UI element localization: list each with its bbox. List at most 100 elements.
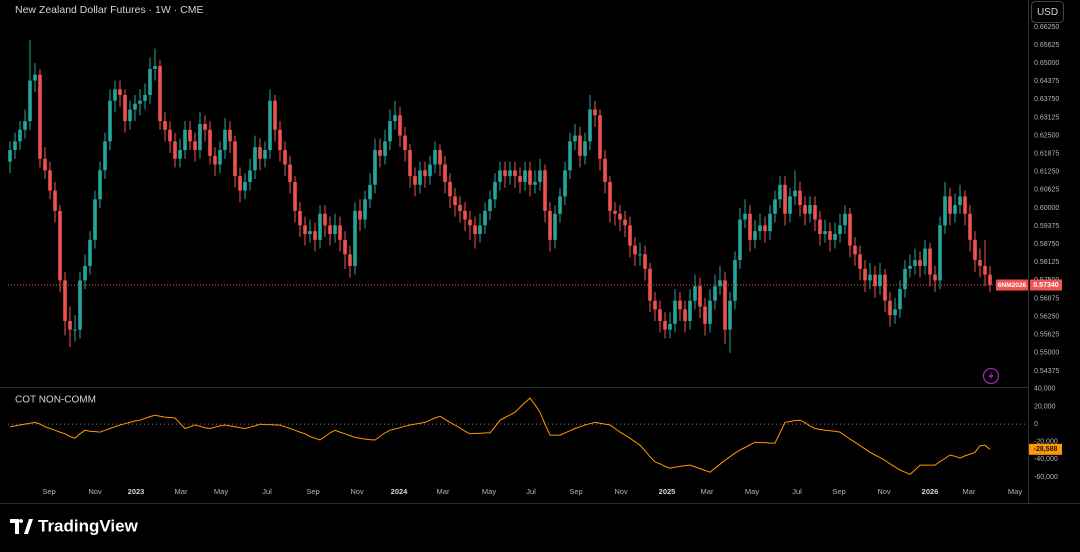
candle-body bbox=[68, 320, 72, 330]
currency-button[interactable] bbox=[1031, 1, 1064, 23]
candle-body bbox=[293, 181, 297, 211]
x-tick-label: 2024 bbox=[391, 487, 409, 496]
candle-body bbox=[13, 141, 17, 151]
candle-body bbox=[703, 306, 707, 324]
candle-body bbox=[913, 260, 917, 266]
y-tick-label: 0.63125 bbox=[1034, 114, 1059, 121]
candle-body bbox=[898, 289, 902, 310]
y-tick-label: 0.62500 bbox=[1034, 132, 1059, 139]
candle-body bbox=[573, 135, 577, 142]
candle-body bbox=[448, 181, 452, 197]
candle-body bbox=[23, 121, 27, 130]
candle-body bbox=[318, 213, 322, 240]
candle-body bbox=[8, 150, 12, 162]
candle-body bbox=[563, 170, 567, 197]
candle-body bbox=[458, 205, 462, 211]
x-tick-label: Mar bbox=[437, 487, 450, 496]
candle-body bbox=[213, 155, 217, 165]
candle-body bbox=[828, 231, 832, 240]
x-tick-label: May bbox=[482, 487, 496, 496]
candle-body bbox=[483, 210, 487, 226]
last-price-label: 0.57340 bbox=[1033, 282, 1058, 289]
chart-title: New Zealand Dollar Futures · 1W · CME bbox=[15, 4, 203, 16]
candle-body bbox=[878, 274, 882, 287]
candle-body bbox=[518, 176, 522, 182]
candle-body bbox=[333, 225, 337, 235]
cot-line bbox=[9, 397, 991, 475]
candle-body bbox=[358, 210, 362, 220]
y-tick-label: -60,000 bbox=[1034, 474, 1058, 481]
x-tick-label: Jul bbox=[526, 487, 536, 496]
candle-body bbox=[298, 210, 302, 226]
candle-body bbox=[838, 225, 842, 235]
y-tick-label: 0.55000 bbox=[1034, 350, 1059, 357]
y-tick-label: 0.56250 bbox=[1034, 313, 1059, 320]
symbol-tag: 6NM2026 bbox=[998, 282, 1027, 289]
candle-body bbox=[278, 129, 282, 151]
candle-body bbox=[393, 115, 397, 122]
candle-body bbox=[488, 199, 492, 211]
candle-body bbox=[288, 164, 292, 182]
candle-body bbox=[983, 265, 987, 275]
y-tick-label: 0 bbox=[1034, 421, 1038, 428]
candle-body bbox=[473, 225, 477, 235]
candle-body bbox=[378, 150, 382, 156]
y-tick-label: 0.65000 bbox=[1034, 60, 1059, 67]
candle-body bbox=[843, 213, 847, 226]
candle-body bbox=[733, 260, 737, 301]
candle-body bbox=[548, 210, 552, 240]
candle-body bbox=[18, 129, 22, 142]
candle-body bbox=[958, 196, 962, 206]
candle-body bbox=[478, 225, 482, 235]
candle-body bbox=[603, 158, 607, 182]
candle-body bbox=[908, 265, 912, 269]
candle-body bbox=[418, 170, 422, 185]
candle-body bbox=[623, 219, 627, 226]
candle-body bbox=[848, 213, 852, 246]
candle-body bbox=[613, 210, 617, 214]
candle-body bbox=[248, 170, 252, 182]
candle-body bbox=[428, 164, 432, 177]
candle-body bbox=[823, 231, 827, 235]
y-tick-label: 0.63750 bbox=[1034, 96, 1059, 103]
y-tick-label: 0.65625 bbox=[1034, 42, 1059, 49]
logo: TradingView bbox=[10, 516, 139, 535]
candle-body bbox=[413, 176, 417, 185]
alert-bolt bbox=[988, 371, 994, 381]
candle-body bbox=[948, 196, 952, 214]
candle-body bbox=[778, 184, 782, 200]
candle-body bbox=[583, 141, 587, 156]
candle-body bbox=[323, 213, 327, 226]
y-tick-label: 0.66250 bbox=[1034, 24, 1059, 31]
candle-body bbox=[143, 95, 147, 101]
candle-body bbox=[63, 280, 67, 321]
candle-body bbox=[868, 274, 872, 281]
candle-body bbox=[758, 225, 762, 232]
candle-body bbox=[493, 181, 497, 200]
y-tick-label: 0.59375 bbox=[1034, 223, 1059, 230]
candle-body bbox=[108, 100, 112, 142]
candle-body bbox=[773, 199, 777, 214]
candle-body bbox=[113, 89, 117, 101]
candle-body bbox=[783, 184, 787, 214]
candle-body bbox=[303, 225, 307, 235]
candle-body bbox=[943, 196, 947, 226]
candle-body bbox=[668, 323, 672, 330]
candle-body bbox=[408, 150, 412, 177]
candle-body bbox=[343, 239, 347, 255]
y-tick-label: 0.56875 bbox=[1034, 295, 1059, 302]
candle-body bbox=[633, 245, 637, 255]
candle-body bbox=[388, 121, 392, 142]
alert-icon[interactable] bbox=[982, 367, 1000, 385]
currency-label[interactable]: USD bbox=[1037, 7, 1058, 18]
y-tick-label: 0.60000 bbox=[1034, 205, 1059, 212]
candle-body bbox=[763, 225, 767, 232]
candle-body bbox=[33, 74, 37, 81]
candle-body bbox=[863, 268, 867, 281]
candle-body bbox=[253, 147, 257, 171]
candle-body bbox=[398, 115, 402, 136]
candle-body bbox=[728, 300, 732, 330]
candle-body bbox=[973, 239, 977, 261]
